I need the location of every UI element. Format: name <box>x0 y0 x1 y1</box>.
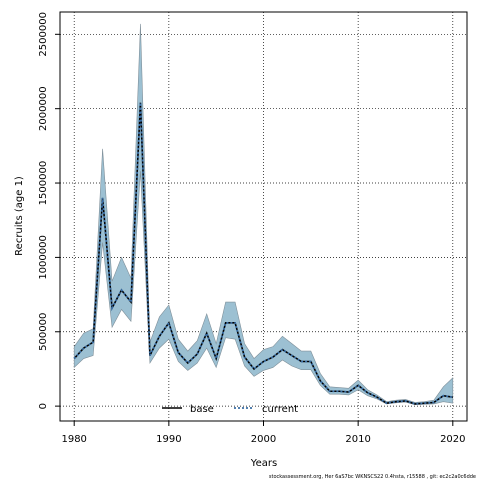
y-tick-label: 500000 <box>38 313 49 351</box>
x-axis-title: Years <box>250 458 277 469</box>
legend: base current <box>162 404 298 415</box>
confidence-band <box>73 23 454 405</box>
x-tick-label: 2020 <box>440 434 465 445</box>
x-tick-label: 1990 <box>156 434 181 445</box>
legend-label-base: base <box>190 404 214 415</box>
y-tick-label: 0 <box>38 403 49 409</box>
y-tick-label: 1000000 <box>38 235 49 280</box>
legend-label-current: current <box>262 404 298 415</box>
footer-note: stockassessment.org, Her 6aS7bc WKNSCS22… <box>269 474 476 480</box>
axes: 1980 1990 2000 2010 2020 0 500000 1000000 150000… <box>38 12 466 445</box>
x-tick-label: 2010 <box>345 434 370 445</box>
y-tick-label: 2000000 <box>38 86 49 131</box>
y-tick-label: 2500000 <box>38 12 49 57</box>
grid <box>60 12 467 421</box>
series-line-current <box>73 102 453 405</box>
x-tick-label: 2000 <box>251 434 276 445</box>
y-tick-label: 1500000 <box>38 161 49 206</box>
x-tick-label: 1980 <box>61 434 86 445</box>
y-axis-title: Recruits (age 1) <box>14 176 25 256</box>
